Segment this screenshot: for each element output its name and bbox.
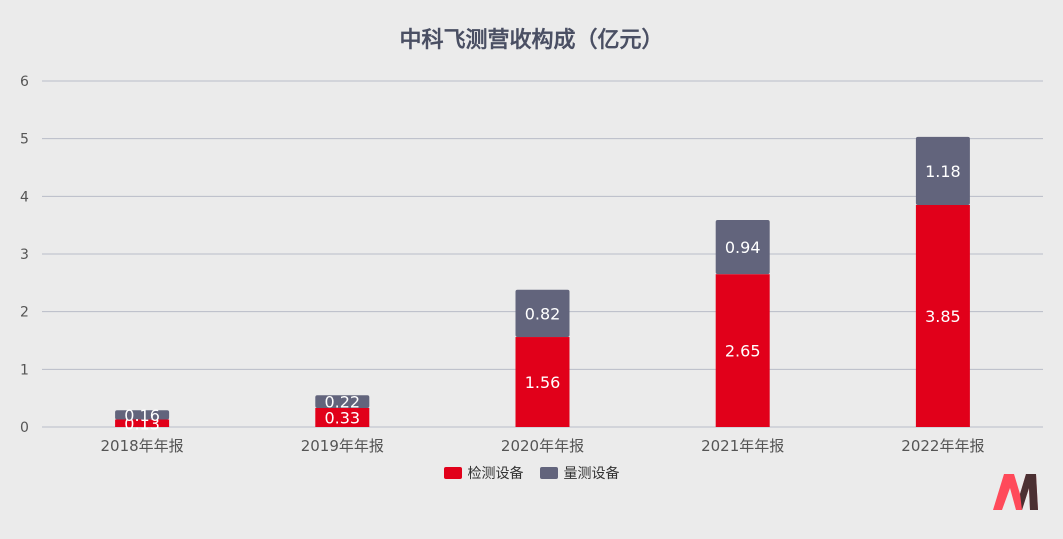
x-tick-label: 2018年年报 bbox=[101, 437, 184, 455]
bar-segment bbox=[715, 274, 770, 427]
y-tick-label: 0 bbox=[20, 420, 29, 436]
bar-segment bbox=[715, 219, 770, 275]
bar-segment bbox=[115, 410, 170, 420]
y-tick-label: 1 bbox=[20, 362, 29, 378]
bar-segment bbox=[315, 407, 370, 427]
data-label: 0.82 bbox=[525, 304, 561, 323]
data-label: 1.18 bbox=[925, 162, 961, 181]
data-label: 0.33 bbox=[324, 408, 360, 427]
x-tick-label: 2022年年报 bbox=[901, 437, 984, 455]
legend-swatch-metrology bbox=[539, 467, 558, 479]
brand-logo-icon bbox=[993, 474, 1038, 510]
y-tick-label: 4 bbox=[20, 189, 29, 205]
legend-label-metrology: 量测设备 bbox=[563, 466, 620, 482]
bar-segment bbox=[315, 395, 370, 408]
bar-segment bbox=[115, 419, 170, 427]
bar-segment bbox=[515, 289, 570, 338]
data-label: 2.65 bbox=[725, 342, 761, 361]
legend-item-inspection[interactable]: 检测设备 bbox=[443, 463, 524, 483]
y-tick-label: 6 bbox=[20, 74, 29, 90]
y-tick-label: 2 bbox=[20, 305, 29, 321]
bar-segment bbox=[515, 337, 570, 427]
legend-item-metrology[interactable]: 量测设备 bbox=[539, 463, 620, 483]
x-tick-label: 2019年年报 bbox=[301, 437, 384, 455]
data-label: 3.85 bbox=[925, 307, 961, 326]
bar-segment bbox=[915, 136, 970, 205]
y-tick-label: 5 bbox=[20, 132, 29, 148]
data-label: 1.56 bbox=[525, 373, 561, 392]
chart-legend: 检测设备 量测设备 bbox=[0, 463, 1063, 483]
data-label: 0.16 bbox=[124, 406, 160, 425]
y-tick-label: 3 bbox=[20, 247, 29, 263]
x-tick-label: 2021年年报 bbox=[701, 437, 784, 455]
chart-title: 中科飞测营收构成（亿元） bbox=[399, 28, 664, 53]
legend-label-inspection: 检测设备 bbox=[467, 466, 524, 482]
data-label: 0.94 bbox=[725, 238, 761, 257]
bar-segment bbox=[915, 204, 970, 427]
data-label: 0.22 bbox=[324, 393, 360, 412]
x-tick-label: 2020年年报 bbox=[501, 437, 584, 455]
legend-swatch-inspection bbox=[443, 467, 462, 479]
